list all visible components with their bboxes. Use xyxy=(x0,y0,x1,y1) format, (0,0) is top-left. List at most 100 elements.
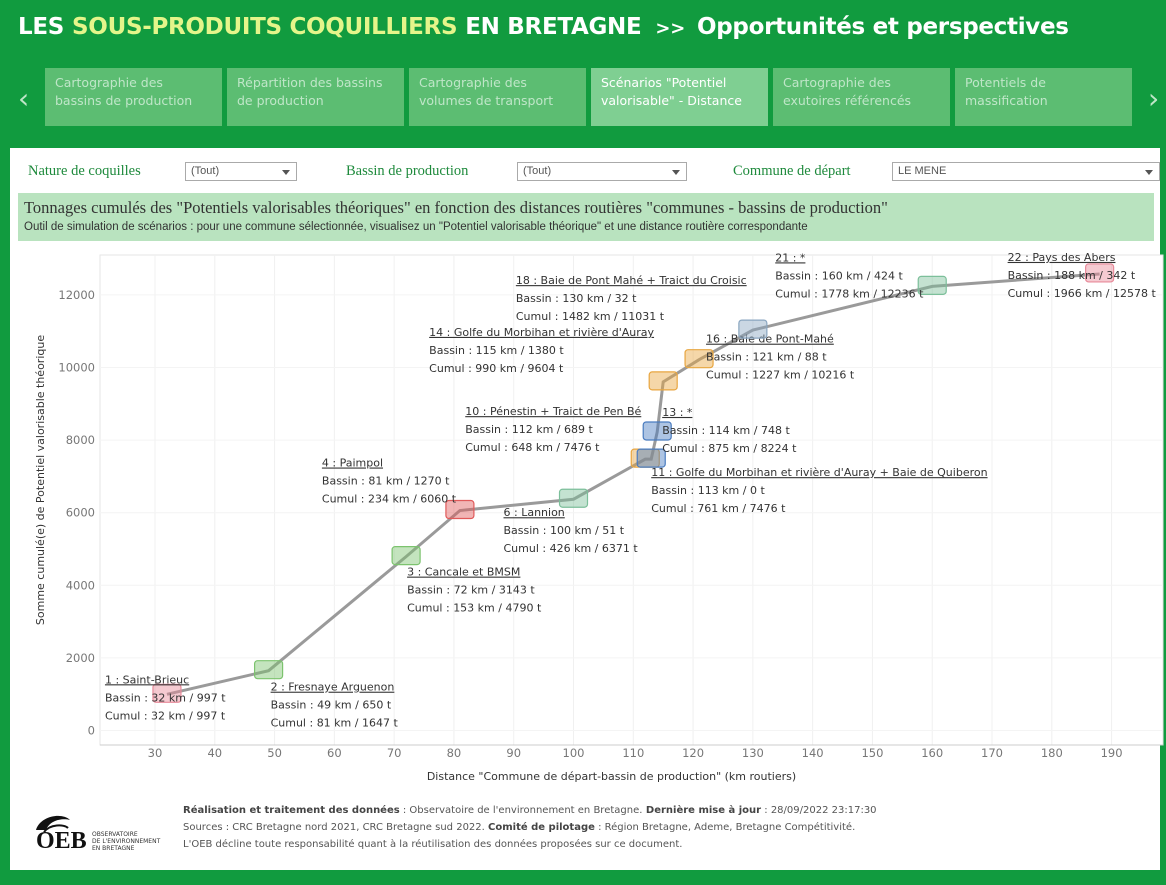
annotation-cumul: Cumul : 1778 km / 12236 t xyxy=(775,287,924,300)
tab-next[interactable]: › xyxy=(1148,82,1160,115)
annotation-title: 11 : Golfe du Morbihan et rivière d'Aura… xyxy=(651,466,987,479)
truck-marker xyxy=(445,499,475,520)
truck-marker xyxy=(1085,263,1115,283)
y-tick-label: 0 xyxy=(88,723,95,737)
annotation-cumul: Cumul : 234 km / 6060 t xyxy=(322,493,457,506)
x-tick-label: 140 xyxy=(802,746,824,760)
footer-text: Dernière mise à jour xyxy=(642,805,762,816)
footer-text: Comité de pilotage xyxy=(488,822,595,833)
header-highlight: SOUS-PRODUITS COQUILLIERS xyxy=(72,14,458,40)
annotation-cumul: Cumul : 1482 km / 11031 t xyxy=(516,310,665,323)
x-tick-label: 110 xyxy=(622,746,644,760)
tab[interactable]: Scénarios "Potentiel valorisable" - Dista… xyxy=(591,68,768,126)
annotation-title: 3 : Cancale et BMSM xyxy=(407,566,520,579)
y-tick-label: 2000 xyxy=(66,651,95,665)
annotation-cumul: Cumul : 990 km / 9604 t xyxy=(429,362,564,375)
y-tick-label: 10000 xyxy=(58,361,95,375)
chart: 30 40 50 60 70 80 90 100 110 120 130 140 150 160 170 18… xyxy=(34,251,1164,783)
truck-marker xyxy=(636,448,666,468)
header-suffix: EN BRETAGNE xyxy=(465,14,642,40)
footer-line: Sources : CRC Bretagne nord 2021, CRC Br… xyxy=(183,822,855,833)
filter-label: Commune de départ xyxy=(733,163,851,179)
annotation-bassin: Bassin : 188 km / 342 t xyxy=(1008,269,1136,282)
tab[interactable]: Potentiels de massification xyxy=(955,68,1132,126)
tab-label: valorisable" - Distance xyxy=(601,93,742,108)
x-tick-label: 130 xyxy=(742,746,764,760)
footer-text: L'OEB décline toute responsabilité quant… xyxy=(183,839,683,850)
annotation-bassin: Bassin : 72 km / 3143 t xyxy=(407,584,535,597)
filter-dropdown[interactable]: (Tout) xyxy=(185,162,297,181)
x-tick-label: 90 xyxy=(506,746,521,760)
annotation-cumul: Cumul : 875 km / 8224 t xyxy=(662,442,797,455)
filter-dropdown[interactable]: LE MENE xyxy=(892,162,1160,181)
header-subtitle: Opportunités et perspectives xyxy=(696,14,1069,40)
tab-label: Potentiels de xyxy=(965,75,1046,90)
data-line xyxy=(166,272,1100,696)
annotation-cumul: Cumul : 81 km / 1647 t xyxy=(271,717,399,730)
x-tick-label: 100 xyxy=(563,746,585,760)
annotation-bassin: Bassin : 100 km / 51 t xyxy=(504,524,625,537)
x-tick-label: 50 xyxy=(267,746,282,760)
header: LES SOUS-PRODUITS COQUILLIERS EN BRETAGNE >… xyxy=(18,14,1077,40)
tab-label: exutoires référencés xyxy=(783,93,912,108)
truck-marker xyxy=(558,488,589,508)
x-tick-label: 60 xyxy=(327,746,342,760)
footer-line: Réalisation et traitement des données : … xyxy=(183,805,877,816)
tab[interactable]: Cartographie des volumes de transport xyxy=(409,68,586,126)
annotation-bassin: Bassin : 160 km / 424 t xyxy=(775,269,903,282)
tab-label: volumes de transport xyxy=(419,93,554,108)
banner xyxy=(18,193,1154,241)
tab[interactable]: Cartographie des exutoires référencés xyxy=(773,68,950,126)
x-axis-label: Distance "Commune de départ-bassin de pr… xyxy=(427,770,796,783)
filter-dropdown[interactable]: (Tout) xyxy=(517,162,687,181)
x-tick-label: 190 xyxy=(1101,746,1123,760)
tab-prev[interactable]: ‹ xyxy=(18,82,30,115)
annotation-title: 18 : Baie de Pont Mahé + Traict du Crois… xyxy=(516,274,747,287)
footer-text: Réalisation et traitement des données xyxy=(183,805,400,816)
tab-label: de production xyxy=(237,93,324,108)
y-axis-label: Somme cumulé(e) de Potentiel valorisable… xyxy=(34,335,47,625)
annotation-cumul: Cumul : 1966 km / 12578 t xyxy=(1008,287,1157,300)
y-tick-label: 6000 xyxy=(66,506,95,520)
y-tick-label: 4000 xyxy=(66,578,95,592)
annotation-bassin: Bassin : 32 km / 997 t xyxy=(105,691,226,704)
annotation-bassin: Bassin : 113 km / 0 t xyxy=(651,484,765,497)
y-tick-label: 8000 xyxy=(66,433,95,447)
annotation-bassin: Bassin : 81 km / 1270 t xyxy=(322,475,450,488)
annotation-bassin: Bassin : 115 km / 1380 t xyxy=(429,344,564,357)
annotation-cumul: Cumul : 648 km / 7476 t xyxy=(465,441,600,454)
annotation-cumul: Cumul : 1227 km / 10216 t xyxy=(706,369,855,382)
header-prefix: LES xyxy=(18,14,65,40)
annotation-cumul: Cumul : 153 km / 4790 t xyxy=(407,602,542,615)
tab-label: Cartographie des xyxy=(419,75,527,90)
tab[interactable]: Cartographie des bassins de production xyxy=(45,68,222,126)
annotation-bassin: Bassin : 121 km / 88 t xyxy=(706,351,827,364)
footer-line: L'OEB décline toute responsabilité quant… xyxy=(183,839,682,850)
tab-label: massification xyxy=(965,93,1048,108)
annotation-cumul: Cumul : 32 km / 997 t xyxy=(105,709,226,722)
x-tick-label: 120 xyxy=(682,746,704,760)
banner-subtitle: Outil de simulation de scénarios : pour … xyxy=(24,221,808,233)
annotation-title: 2 : Fresnaye Arguenon xyxy=(271,681,395,694)
truck-marker xyxy=(684,349,714,369)
footer-text: : Région Bretagne, Ademe, Bretagne Compé… xyxy=(594,822,856,833)
annotation-cumul: Cumul : 426 km / 6371 t xyxy=(504,542,639,555)
footer-text: : 28/09/2022 23:17:30 xyxy=(761,805,877,816)
annotation-title: 22 : Pays des Abers xyxy=(1008,251,1116,264)
truck-marker xyxy=(253,660,284,680)
tab-label: bassins de production xyxy=(55,93,193,108)
annotation-bassin: Bassin : 49 km / 650 t xyxy=(271,699,392,712)
annotation-cumul: Cumul : 761 km / 7476 t xyxy=(651,502,786,515)
annotation-bassin: Bassin : 114 km / 748 t xyxy=(662,424,790,437)
tab[interactable]: Répartition des bassins de production xyxy=(227,68,404,126)
logo-icon xyxy=(36,815,70,833)
x-tick-label: 180 xyxy=(1041,746,1063,760)
filter-label: Bassin de production xyxy=(346,163,469,179)
truck-marker xyxy=(648,371,678,391)
annotation-bassin: Bassin : 130 km / 32 t xyxy=(516,292,637,305)
x-tick-label: 40 xyxy=(207,746,222,760)
header-separator: >> xyxy=(655,18,685,39)
x-tick-label: 150 xyxy=(861,746,883,760)
tab-bar: ‹ › Cartographie des bassins de productio… xyxy=(12,64,1160,130)
